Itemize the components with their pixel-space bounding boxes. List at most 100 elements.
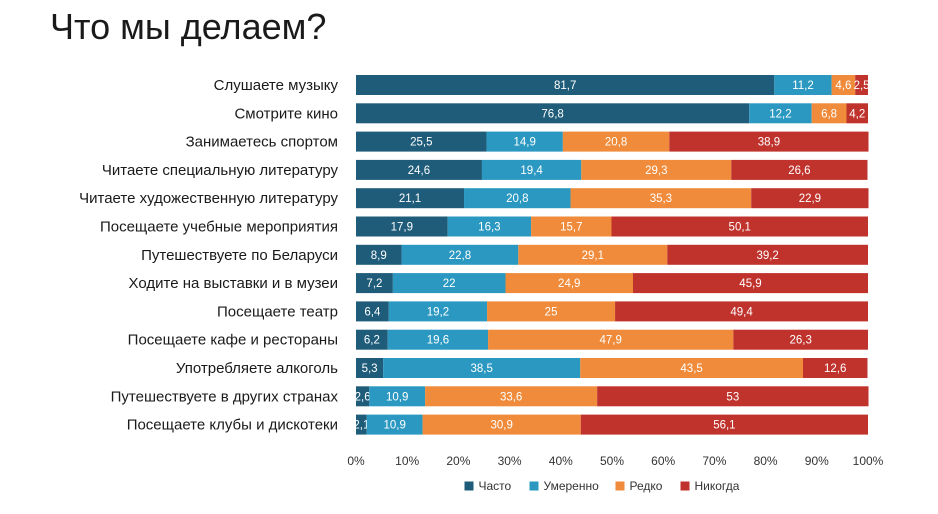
bar-segment — [422, 414, 581, 435]
legend-swatch — [680, 481, 690, 491]
bar-segment — [632, 273, 868, 294]
data-label: 76,8 — [541, 108, 563, 120]
bar-segment — [597, 386, 869, 407]
data-label: 25 — [545, 306, 558, 318]
bar-segment — [464, 188, 571, 209]
bar-segment — [425, 386, 598, 407]
data-label: 29,3 — [645, 165, 667, 177]
x-tick-label: 60% — [651, 454, 675, 468]
data-label: 43,5 — [680, 363, 702, 375]
page-title: Что мы делаем? — [50, 6, 327, 47]
legend-label: Редко — [630, 479, 663, 493]
bar-segment — [356, 131, 487, 152]
legend-label: Никогда — [695, 479, 740, 493]
bar-segment — [356, 216, 448, 237]
bar-segment — [356, 414, 367, 435]
x-tick-label: 20% — [446, 454, 470, 468]
bar-segment — [846, 103, 868, 124]
data-label: 49,4 — [730, 306, 753, 318]
x-tick-label: 10% — [395, 454, 419, 468]
bar-segment — [615, 301, 868, 322]
bar-segment — [356, 273, 393, 294]
data-label: 2,1 — [353, 420, 369, 432]
category-label: Ходите на выставки и в музеи — [129, 275, 338, 292]
data-label: 29,1 — [582, 250, 604, 262]
data-label: 14,9 — [514, 137, 536, 149]
bar-segment — [667, 244, 868, 265]
bar-segment — [518, 244, 668, 265]
bar-segment — [387, 329, 489, 350]
bar-segment — [392, 273, 506, 294]
bar-segment — [580, 358, 803, 378]
bar-segment — [611, 216, 868, 237]
data-label: 7,2 — [366, 278, 382, 290]
data-label: 12,6 — [824, 363, 846, 375]
category-label: Занимаетесь спортом — [186, 134, 338, 151]
data-label: 19,2 — [427, 306, 449, 318]
bar-segment — [447, 216, 532, 237]
bar-segment — [366, 414, 423, 435]
bar-segment — [580, 414, 868, 435]
data-label: 53 — [726, 391, 739, 403]
data-label: 10,9 — [383, 420, 405, 432]
bar-segment — [486, 131, 563, 152]
bar-segment — [388, 301, 488, 322]
bar-segment — [356, 301, 389, 322]
bar-segment — [669, 131, 869, 152]
bar-segment — [831, 75, 856, 95]
data-label: 38,5 — [471, 363, 493, 375]
bar-segment — [369, 386, 426, 407]
data-label: 16,3 — [478, 222, 500, 234]
x-tick-label: 90% — [805, 454, 829, 468]
bar-segment — [774, 75, 832, 95]
data-label: 12,2 — [769, 108, 791, 120]
legend-swatch — [615, 481, 625, 491]
bar-segment — [562, 131, 670, 152]
data-label: 22,8 — [449, 250, 471, 262]
data-label: 38,9 — [758, 137, 780, 149]
bar-segment — [356, 386, 370, 407]
bar-segment — [356, 358, 384, 378]
bar-segment — [356, 75, 775, 95]
x-tick-label: 100% — [853, 454, 884, 468]
data-label: 10,9 — [386, 391, 408, 403]
data-label: 6,2 — [364, 335, 380, 347]
data-label: 81,7 — [554, 80, 576, 92]
bar-segment — [488, 329, 734, 350]
data-label: 39,2 — [756, 250, 778, 262]
data-label: 8,9 — [371, 250, 387, 262]
x-axis: 0% 10% 20% 30% 40% 50% 60% 70% 80% 90% 100% — [347, 454, 883, 468]
data-label: 22 — [443, 278, 456, 290]
data-label: 25,5 — [410, 137, 432, 149]
bar-segment — [383, 358, 581, 378]
bar-segment — [356, 159, 482, 180]
data-label: 20,8 — [506, 193, 528, 205]
data-label: 24,6 — [408, 165, 430, 177]
data-label: 6,8 — [821, 108, 837, 120]
data-label: 26,3 — [789, 335, 811, 347]
data-label: 22,9 — [799, 193, 821, 205]
category-label: Путешествуете по Беларуси — [141, 247, 338, 264]
category-label: Посещаете клубы и дискотеки — [127, 417, 338, 434]
bar-segment — [749, 103, 812, 124]
data-label: 56,1 — [713, 420, 735, 432]
legend-swatch — [464, 481, 474, 491]
data-label: 4,6 — [835, 80, 851, 92]
x-tick-label: 80% — [754, 454, 778, 468]
data-label: 47,9 — [600, 335, 622, 347]
data-label: 6,4 — [364, 306, 381, 318]
category-label: Читаете художественную литературу — [79, 190, 338, 207]
data-label: 2,6 — [355, 391, 371, 403]
bar-segment — [531, 216, 612, 237]
category-label: Читаете специальную литературу — [102, 162, 339, 179]
data-label: 2,5 — [854, 80, 870, 92]
data-label: 26,6 — [788, 165, 810, 177]
data-label: 30,9 — [490, 420, 512, 432]
category-label: Употребляете алкоголь — [176, 360, 338, 377]
data-label: 19,4 — [520, 165, 543, 177]
bar-segment — [505, 273, 633, 294]
data-label: 19,6 — [427, 335, 449, 347]
legend: Часто Умеренно Редко Никогда — [464, 479, 740, 493]
bar-segment — [401, 244, 519, 265]
